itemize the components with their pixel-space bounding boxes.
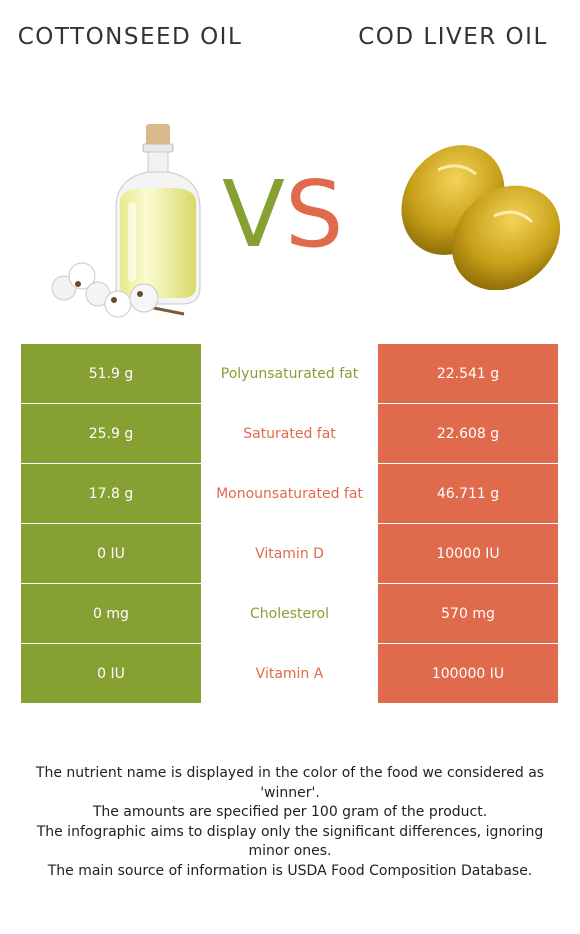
right-value: 22.608 g [378, 403, 558, 464]
table-row: 0 IU Vitamin A 100000 IU [21, 643, 558, 704]
right-food-title: Cod liver oil [358, 24, 548, 50]
right-value: 570 mg [378, 583, 558, 644]
cottonseed-oil-bottle-image [51, 124, 201, 318]
table-row: 25.9 g Saturated fat 22.608 g [21, 403, 558, 464]
table-row: 0 mg Cholesterol 570 mg [21, 583, 558, 644]
versus-label: VS [222, 168, 343, 262]
vs-s-letter: S [284, 161, 344, 268]
left-value: 0 mg [21, 583, 201, 644]
right-value: 100000 IU [378, 643, 558, 704]
left-value: 0 IU [21, 523, 201, 584]
table-row: 0 IU Vitamin D 10000 IU [21, 523, 558, 584]
left-value: 17.8 g [21, 463, 201, 524]
left-value: 0 IU [21, 643, 201, 704]
cod-liver-oil-capsules-image [401, 145, 561, 290]
left-value: 51.9 g [21, 344, 201, 404]
footer-line-1: The nutrient name is displayed in the co… [35, 765, 545, 801]
right-value: 46.711 g [378, 463, 558, 524]
left-food-title: Cottonseed oil [17, 24, 243, 50]
nutrient-name: Vitamin D [201, 523, 378, 584]
nutrient-name: Cholesterol [201, 583, 378, 644]
nutrient-name: Polyunsaturated fat [201, 344, 378, 404]
nutrient-name: Saturated fat [201, 403, 378, 464]
nutrient-name: Vitamin A [201, 643, 378, 704]
footer-line-3: The infographic aims to display only the… [36, 823, 544, 860]
table-row: 51.9 g Polyunsaturated fat 22.541 g [21, 344, 558, 404]
right-value: 22.541 g [378, 344, 558, 404]
nutrient-name: Monounsaturated fat [201, 463, 378, 524]
left-value: 25.9 g [21, 403, 201, 464]
footer-line-2: The amounts are specified per 100 gram o… [92, 804, 488, 820]
footer-notes: The nutrient name is displayed in the co… [20, 764, 560, 881]
footer-line-4: The main source of information is USDA F… [47, 862, 533, 879]
right-value: 10000 IU [378, 523, 558, 584]
vs-v-letter: V [222, 161, 285, 268]
table-row: 17.8 g Monounsaturated fat 46.711 g [21, 463, 558, 524]
